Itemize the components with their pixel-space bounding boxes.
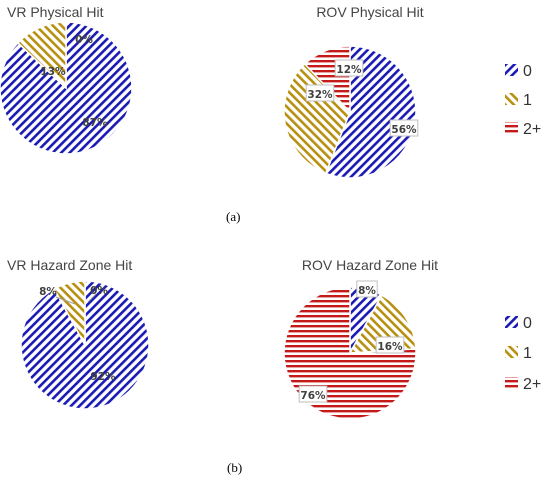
leader-line: [87, 293, 97, 303]
legend-label-2+: 2+: [523, 121, 541, 138]
data-label-1: 8%: [39, 286, 57, 298]
legend-swatch-1: [505, 346, 518, 358]
pie-chart-4: ROV Hazard Zone Hit 8% 16% 76%: [283, 257, 438, 420]
data-label-box: [298, 385, 328, 403]
legend-swatch-2+: [505, 377, 518, 389]
data-label-2+: 0%: [90, 285, 108, 297]
legend-swatch-2+: [505, 122, 518, 134]
legend-2: 0 1 2+: [505, 315, 541, 393]
data-label-2+: 0%: [75, 34, 93, 46]
pie-slice-1: [283, 62, 351, 175]
legend-label-2+: 2+: [523, 376, 541, 393]
data-label-2+: 76%: [300, 390, 326, 402]
data-label-box: [375, 336, 405, 354]
data-label-box: [305, 84, 335, 102]
legend-label-0: 0: [523, 315, 532, 332]
legend-swatch-0: [505, 316, 518, 328]
data-label-0: 8%: [358, 285, 376, 297]
pie-chart-2: ROV Physical Hit 56% 32% 12%: [283, 4, 424, 179]
data-label-box: [334, 59, 364, 77]
chart-title: VR Hazard Zone Hit: [7, 257, 132, 273]
panel-label-b: (b): [227, 460, 243, 475]
legend-label-0: 0: [523, 63, 532, 80]
legend-swatch-1: [505, 93, 518, 105]
data-label-2+: 12%: [336, 64, 362, 76]
data-label-0: 92%: [90, 371, 116, 383]
data-label-1: 16%: [377, 341, 403, 353]
chart-title: ROV Hazard Zone Hit: [302, 257, 438, 273]
pie-chart-1: VR Physical Hit 87% 13% 0%: [0, 4, 133, 155]
data-label-1: 32%: [307, 89, 333, 101]
legend-label-1: 1: [523, 92, 532, 109]
pie-slice-1: [16, 21, 67, 90]
legend-swatch-0: [505, 64, 518, 76]
panel-label-a: (a): [226, 209, 241, 224]
leader-line: [55, 296, 76, 305]
data-label-1: 13%: [40, 66, 66, 78]
chart-title: ROV Physical Hit: [316, 4, 423, 20]
data-label-0: 56%: [391, 124, 417, 136]
pie-chart-3: VR Hazard Zone Hit 92% 8% 0%: [7, 257, 150, 410]
pie-slice-1: [53, 280, 86, 346]
data-label-box: [389, 119, 419, 137]
chart-title: VR Physical Hit: [7, 4, 104, 20]
data-label-0: 87%: [82, 117, 108, 129]
legend-label-1: 1: [523, 345, 532, 362]
legend-1: 0 1 2+: [505, 63, 541, 138]
data-label-box: [356, 280, 378, 298]
